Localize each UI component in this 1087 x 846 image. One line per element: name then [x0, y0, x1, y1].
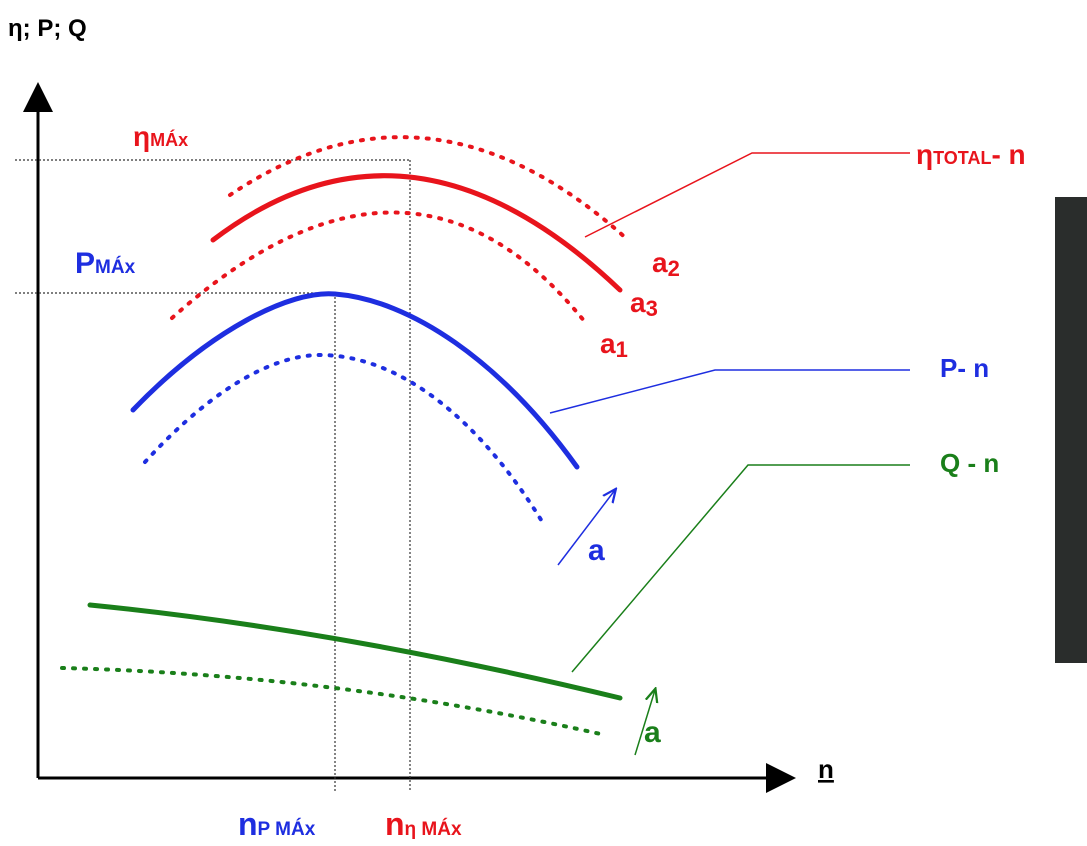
efficiency-a2: [230, 137, 628, 240]
x-label: n: [818, 754, 834, 784]
y-label: η; P; Q: [8, 15, 87, 42]
variant: a1: [600, 328, 628, 362]
n-p-max: nP MÁx: [238, 806, 316, 842]
arrow-label: a: [588, 534, 605, 567]
power-curve-dotted: [145, 355, 543, 523]
diagram: η; P; Q n ηMÁx ηTOTAL- n a2 a3 a1 PMÁx P…: [0, 0, 1087, 846]
arrow-label: a: [644, 716, 661, 749]
photo: [1055, 197, 1087, 663]
eta-curve-label: ηTOTAL- n: [916, 139, 1026, 170]
power-curve-label: P- n: [940, 353, 989, 383]
flow-curve-label: Q - n: [940, 448, 999, 478]
arrow: [558, 490, 615, 565]
power-curve: [133, 294, 577, 467]
eta-max: ηMÁx: [133, 121, 188, 152]
variant: a2: [652, 247, 680, 281]
variant: a3: [630, 287, 658, 321]
leader: [572, 465, 910, 672]
p-max: PMÁx: [75, 247, 136, 280]
leader: [585, 153, 910, 237]
flow-curve: [90, 605, 620, 698]
n-eta-max: nη MÁx: [385, 806, 462, 842]
efficiency-a3: [213, 176, 620, 290]
leader: [550, 370, 910, 413]
efficiency-a1: [172, 212, 585, 322]
